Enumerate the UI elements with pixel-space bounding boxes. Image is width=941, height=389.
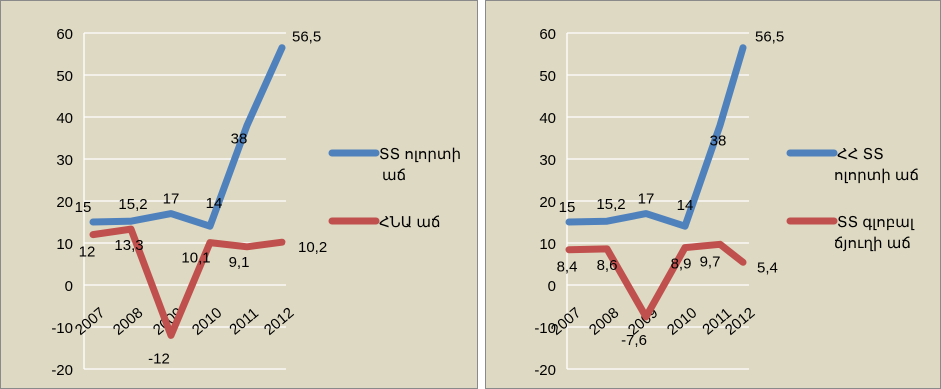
data-label: 15,2 <box>596 196 625 213</box>
y-tick-label: 50 <box>539 68 556 85</box>
data-label: 10,2 <box>298 239 327 256</box>
legend-label: ՀՆԱ աճ <box>379 214 440 231</box>
chart-left: 60 50 40 30 20 10 0 -10 -20 2007 2008 2009 2010 2011 2… <box>0 0 478 389</box>
y-tick-label: 0 <box>65 278 73 295</box>
y-tick-label: 40 <box>56 110 73 127</box>
data-label: 56,5 <box>755 29 784 46</box>
legend-label: ՏՏ գլոբալ <box>837 214 915 231</box>
data-label: 56,5 <box>292 29 321 46</box>
legend-label: ճյուղի աճ <box>834 235 911 252</box>
y-tick-label: -20 <box>534 362 556 379</box>
series-line-2 <box>565 240 747 321</box>
y-tick-label: -10 <box>534 320 556 337</box>
y-tick-label: 50 <box>56 68 73 85</box>
y-tick-label: 40 <box>539 110 556 127</box>
legend-label: աճ <box>382 167 406 184</box>
data-label: 15,2 <box>118 196 147 213</box>
data-label: 14 <box>677 197 694 214</box>
data-label: 15 <box>75 199 92 216</box>
data-label: -12 <box>148 350 170 367</box>
y-tick-label: -10 <box>51 320 73 337</box>
data-label: 14 <box>206 195 223 212</box>
data-label: 17 <box>163 191 180 208</box>
y-tick-label: 0 <box>548 278 556 295</box>
data-label: 17 <box>638 191 655 208</box>
legend-label: ՀՀ ՏՏ <box>837 146 884 163</box>
data-label: 8,4 <box>557 259 578 276</box>
data-label: -7,6 <box>621 332 647 349</box>
y-tick-label: -20 <box>51 362 73 379</box>
chart-background <box>0 0 478 389</box>
series-line-2 <box>89 225 286 339</box>
data-label: 8,6 <box>597 257 618 274</box>
y-tick-label: 30 <box>539 152 556 169</box>
y-tick-label: 20 <box>539 194 556 211</box>
series-line-1 <box>565 44 747 230</box>
legend-label: ոլորտի աճ <box>834 167 919 184</box>
data-label: 38 <box>710 132 727 149</box>
y-tick-label: 30 <box>56 152 73 169</box>
y-tick-label: 60 <box>56 26 73 43</box>
series-line-1 <box>89 44 286 230</box>
chart-background <box>485 0 941 389</box>
chart-right: 60 50 40 30 20 10 0 -10 -20 2007 2008 2009 2010 2011 2… <box>485 0 941 389</box>
data-label: 38 <box>231 130 248 147</box>
data-label: 15 <box>559 199 576 216</box>
data-label: 12 <box>79 244 96 261</box>
data-label: 9,1 <box>229 254 250 271</box>
legend-label: ՏՏ ոլորտի <box>379 146 461 163</box>
y-tick-label: 10 <box>539 236 556 253</box>
data-label: 9,7 <box>700 253 721 270</box>
data-label: 13,3 <box>114 237 143 254</box>
data-label: 5,4 <box>757 259 778 276</box>
y-tick-label: 10 <box>56 236 73 253</box>
y-tick-label: 20 <box>56 194 73 211</box>
data-label: 10,1 <box>181 250 210 267</box>
y-tick-label: 60 <box>539 26 556 43</box>
data-label: 8,9 <box>671 256 692 273</box>
